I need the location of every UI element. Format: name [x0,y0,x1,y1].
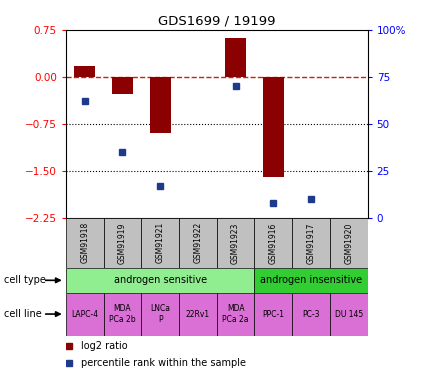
Text: androgen sensitive: androgen sensitive [113,275,207,285]
Bar [179,217,217,268]
Bar [179,292,217,336]
Bar [330,217,368,268]
Title: GDS1699 / 19199: GDS1699 / 19199 [158,15,275,27]
Bar [112,77,133,94]
Text: percentile rank within the sample: percentile rank within the sample [81,358,246,368]
Bar [292,292,330,336]
Bar [217,292,255,336]
Text: log2 ratio: log2 ratio [81,341,128,351]
Text: GSM91923: GSM91923 [231,222,240,264]
Bar [263,77,284,177]
Bar [141,217,179,268]
Text: MDA
PCa 2a: MDA PCa 2a [222,304,249,324]
Bar [292,217,330,268]
Text: LAPC-4: LAPC-4 [71,310,98,319]
Bar [255,268,368,292]
Text: GSM91922: GSM91922 [193,222,202,263]
Bar [255,292,292,336]
Text: GSM91919: GSM91919 [118,222,127,264]
Bar [255,217,292,268]
Bar [217,217,255,268]
Bar [74,66,95,77]
Text: cell type: cell type [4,275,46,285]
Text: GSM91918: GSM91918 [80,222,89,263]
Text: GSM91916: GSM91916 [269,222,278,264]
Bar [104,292,141,336]
Text: cell line: cell line [4,309,42,319]
Bar [66,292,104,336]
Bar [104,217,141,268]
Bar [141,292,179,336]
Text: PPC-1: PPC-1 [262,310,284,319]
Bar [66,268,255,292]
Text: DU 145: DU 145 [334,310,363,319]
Text: GSM91917: GSM91917 [306,222,315,264]
Bar [66,217,104,268]
Text: MDA
PCa 2b: MDA PCa 2b [109,304,136,324]
Text: 22Rv1: 22Rv1 [186,310,210,319]
Bar [225,38,246,77]
Bar [150,77,170,133]
Text: GSM91921: GSM91921 [156,222,164,263]
Bar [330,292,368,336]
Text: LNCa
P: LNCa P [150,304,170,324]
Text: GSM91920: GSM91920 [344,222,353,264]
Text: androgen insensitive: androgen insensitive [260,275,362,285]
Text: PC-3: PC-3 [302,310,320,319]
